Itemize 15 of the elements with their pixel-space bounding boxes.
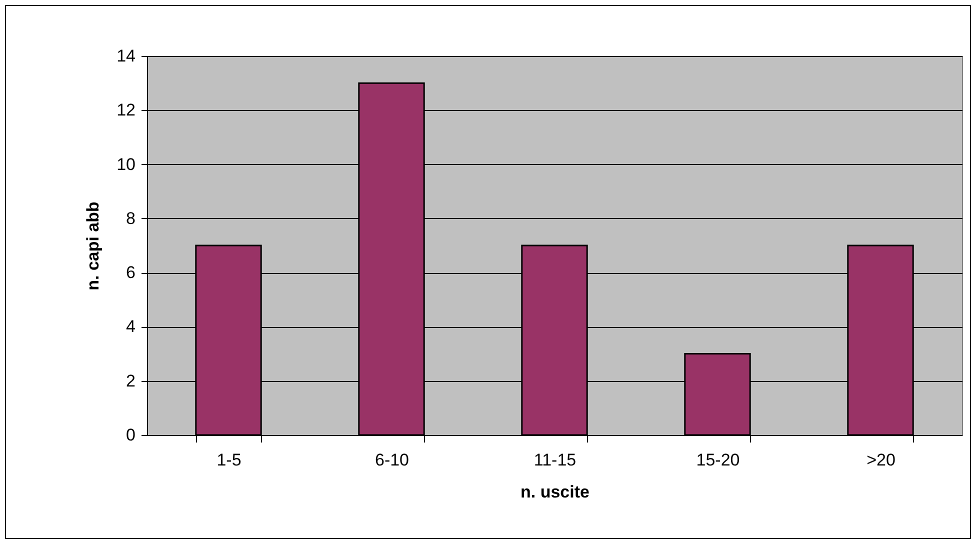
x-tick-label: 11-15 <box>534 450 576 470</box>
y-tick-label: 8 <box>126 208 136 228</box>
y-tick-label: 12 <box>116 100 136 120</box>
x-tick-label: 1-5 <box>216 450 242 470</box>
x-tick-label: 15-20 <box>696 450 740 470</box>
y-tick-label: 0 <box>126 426 136 444</box>
x-tick-label: 6-10 <box>374 450 410 470</box>
y-tick-label: 2 <box>126 371 136 390</box>
x-tick-label: >20 <box>866 450 896 470</box>
y-tick-label: 4 <box>126 317 136 336</box>
y-tick-label: 6 <box>126 263 136 282</box>
y-axis-title: n. capi abb <box>84 202 103 290</box>
y-tick-label: 10 <box>116 154 136 174</box>
y-tick-label: 14 <box>116 46 136 66</box>
x-axis-title: n. uscite <box>520 482 590 502</box>
